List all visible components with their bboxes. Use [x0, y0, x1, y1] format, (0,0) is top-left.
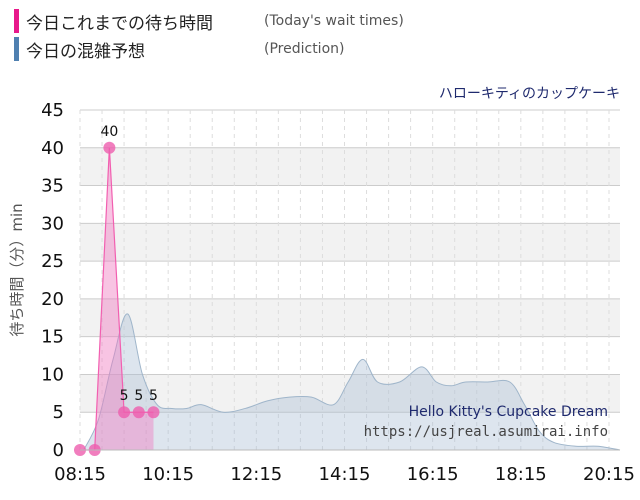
y-tick-label: 0 [53, 440, 64, 461]
x-tick-label: 16:15 [407, 464, 459, 485]
chart-subtitle: ハローキティのカップケーキ [439, 86, 620, 102]
y-tick-label: 10 [41, 364, 64, 385]
y-tick-label: 40 [41, 138, 64, 159]
legend-prediction-label: 今日の混雑予想 [26, 41, 145, 62]
y-tick-label: 25 [41, 251, 64, 272]
legend-prediction-sub: (Prediction) [264, 41, 345, 57]
watermark-title: Hello Kitty's Cupcake Dream [409, 404, 608, 420]
today-data-label: 5 [134, 388, 143, 404]
y-tick-label: 35 [41, 176, 64, 197]
today-data-label: 5 [149, 388, 158, 404]
x-tick-label: 12:15 [230, 464, 282, 485]
legend-prediction-swatch [14, 37, 19, 61]
x-tick-label: 14:15 [319, 464, 371, 485]
legend-today-sub: (Today's wait times) [264, 13, 404, 29]
today-point [132, 406, 145, 419]
y-tick-label: 5 [53, 402, 64, 423]
grid-band [80, 223, 620, 262]
x-tick-label: 20:15 [583, 464, 635, 485]
y-tick-label: 30 [41, 213, 64, 234]
legend-today-swatch [14, 9, 19, 33]
legend-today: 今日これまでの待ち時間 (Today's wait times) [14, 8, 404, 34]
grid-band [80, 147, 620, 186]
today-point [118, 406, 131, 419]
prediction-series [83, 313, 621, 451]
legend-today-label: 今日これまでの待ち時間 [26, 13, 213, 34]
y-axis-label: 待ち時間（分）min [8, 203, 26, 336]
y-tick-label: 45 [41, 100, 64, 121]
axes: 0 5 10 15 20 25 30 35 40 45 08:15 10:15 12:15 14:15 16… [41, 100, 635, 485]
watermark-url: https://usjreal.asumirai.info [364, 424, 608, 440]
x-tick-label: 10:15 [142, 464, 194, 485]
today-data-label: 40 [100, 124, 118, 140]
today-point [147, 406, 160, 419]
prediction-area [83, 313, 621, 450]
plot-background [80, 147, 620, 413]
grid-band [80, 374, 620, 413]
y-tick-label: 15 [41, 327, 64, 348]
x-tick-label: 08:15 [54, 464, 106, 485]
grid-band [80, 298, 620, 337]
y-tick-label: 20 [41, 289, 64, 310]
today-point [103, 141, 116, 154]
legend-prediction: 今日の混雑予想 (Prediction) [14, 36, 344, 62]
today-data-label: 5 [120, 388, 129, 404]
x-tick-label: 18:15 [495, 464, 547, 485]
prediction-line [83, 313, 621, 451]
